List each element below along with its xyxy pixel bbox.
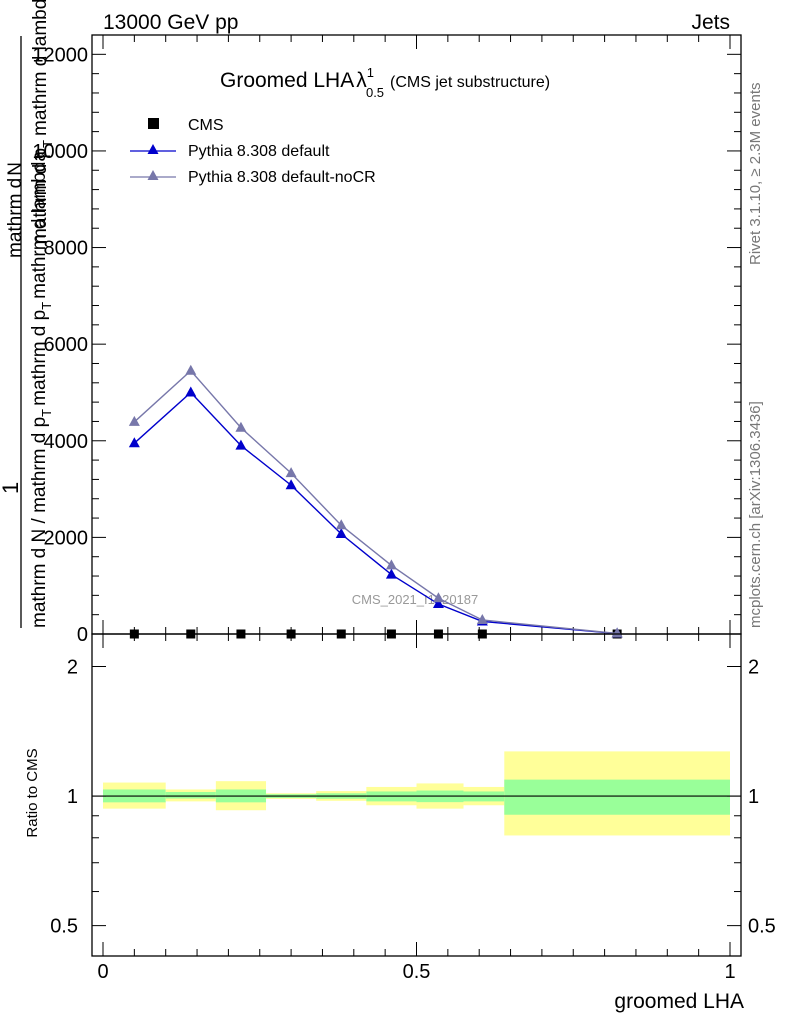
ratio-y-tick-label-right: 2 <box>748 657 759 679</box>
mc-data-point-1 <box>432 598 444 609</box>
ylabel-one: 1 <box>0 482 23 494</box>
mc-data-point-2 <box>611 627 623 638</box>
ratio-band-inner <box>165 792 216 799</box>
ratio-panel: 0.5 0.5 1 1 2 2 0 0.5 1 Ratio to CMS groomed LHA <box>24 633 776 1013</box>
y-tick-label: 0 <box>77 624 88 646</box>
ratio-y-axis-label: Ratio to CMS <box>24 748 41 837</box>
mc-data-point-1 <box>335 528 347 539</box>
ratio-tick-labels: 0.5 0.5 1 1 2 2 0 0.5 1 <box>50 657 776 983</box>
header-energy: 13000 GeV pp <box>103 11 238 34</box>
mc-data-point-1 <box>235 439 247 450</box>
ratio-y-tick-label: 1 <box>67 786 78 808</box>
ratio-y-tick-label-right: 1 <box>748 786 759 808</box>
mc-data-point-2 <box>335 519 347 530</box>
legend-marker-default <box>147 144 159 154</box>
x-tick-label: 0.5 <box>403 961 431 983</box>
y-tick-label: 12000 <box>32 44 88 66</box>
ylabel-numerator: mathrm dN <box>5 162 26 258</box>
rivet-version-label: Rivet 3.1.10, ≥ 2.3M events <box>747 83 764 266</box>
legend-label-nocr: Pythia 8.308 default-noCR <box>188 169 376 186</box>
analysis-watermark: CMS_2021_I1920187 <box>352 592 479 607</box>
mc-data-point-1 <box>285 479 297 490</box>
legend-marker-cms <box>148 118 159 129</box>
mc-data-point-2 <box>185 364 197 375</box>
y-tick-label: 6000 <box>44 334 89 356</box>
x-tick-label: 1 <box>724 961 735 983</box>
main-panel: 0 2000 4000 6000 8000 10000 12000 Groomed LHAλ… <box>32 34 742 646</box>
mc-data-point-2 <box>235 421 247 432</box>
mc-data-point-1 <box>385 568 397 579</box>
y-tick-label: 2000 <box>44 527 89 549</box>
main-y-tick-labels: 0 2000 4000 6000 8000 10000 12000 <box>32 44 88 646</box>
mc-data-point-2 <box>128 415 140 426</box>
ratio-band-inner <box>504 779 730 815</box>
x-tick-label: 0 <box>97 961 108 983</box>
ratio-y-tick-label: 0.5 <box>50 916 78 938</box>
ratio-ticks <box>92 634 741 956</box>
ratio-y-tick-label: 2 <box>67 657 78 679</box>
y-tick-label: 4000 <box>44 431 89 453</box>
y-tick-label: 8000 <box>44 238 89 260</box>
mc-data-point-2 <box>385 559 397 570</box>
mcplots-label: mcplots.cern.ch [arXiv:1306.3436] <box>747 401 764 628</box>
mc-data-point-2 <box>285 467 297 478</box>
legend-label-default: Pythia 8.308 default <box>188 143 330 160</box>
y-tick-label: 10000 <box>32 141 88 163</box>
mc-data-point-2 <box>432 592 444 603</box>
legend-label-cms: CMS <box>188 117 224 134</box>
mc-data-point-1 <box>185 386 197 397</box>
ratio-y-tick-label-right: 0.5 <box>748 916 776 938</box>
mc-data-point-2 <box>476 613 488 624</box>
legend-marker-nocr <box>147 170 159 180</box>
ylabel-denominator-top: mathrm d pTmathrm d lambda <box>30 0 55 244</box>
header-process: Jets <box>691 11 730 34</box>
ratio-bands <box>103 751 730 836</box>
mc-data-point-1 <box>128 437 140 448</box>
x-axis-label: groomed LHA <box>614 990 744 1013</box>
legend: CMS Pythia 8.308 default Pythia 8.308 de… <box>130 117 376 186</box>
plot-title: Groomed LHAλ1 0.5(CMS jet substructure) <box>220 65 550 100</box>
main-y-ticks <box>92 34 741 635</box>
main-y-axis-label: 1 mathrm dN mathrm d pTmathrm d lambda m… <box>0 0 55 628</box>
ylabel-denominator-bottom: mathrm d N / mathrm d pTmathrm d pTmathr… <box>29 151 54 628</box>
